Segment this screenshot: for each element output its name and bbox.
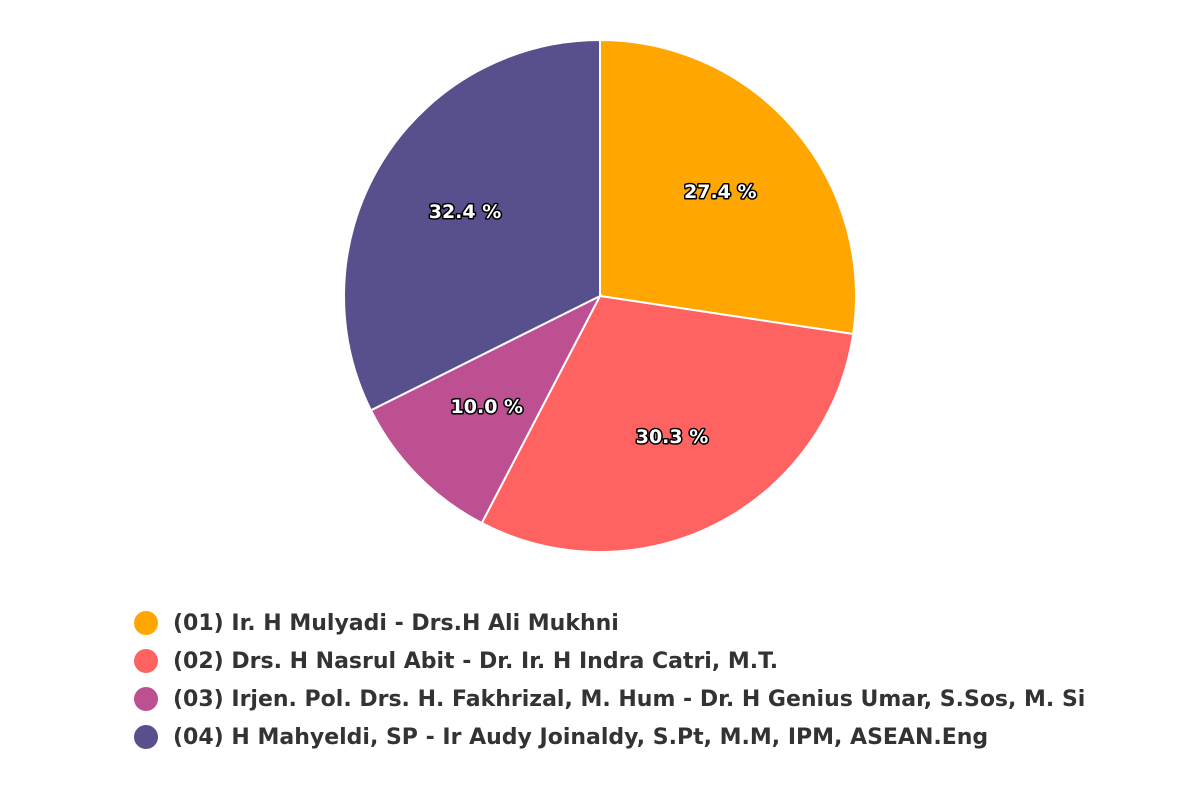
legend-swatch-icon xyxy=(134,687,158,711)
pie-data-label: 32.4 % xyxy=(429,201,502,223)
pie-slice[interactable] xyxy=(343,38,601,412)
legend-item[interactable]: (01) Ir. H Mulyadi - Drs.H Ali Mukhni xyxy=(134,604,1085,642)
legend-swatch-icon xyxy=(134,649,158,673)
legend-swatch-icon xyxy=(134,725,158,749)
legend-item[interactable]: (04) H Mahyeldi, SP - Ir Audy Joinaldy, … xyxy=(134,718,1085,756)
pie-data-labels: 27.4 % 30.3 % 10.0 % 32.4 % xyxy=(427,179,758,449)
pie-slice[interactable] xyxy=(369,293,603,525)
legend-swatch-icon xyxy=(134,611,158,635)
legend-label: (03) Irjen. Pol. Drs. H. Fakhrizal, M. H… xyxy=(173,686,1086,712)
legend: (01) Ir. H Mulyadi - Drs.H Ali Mukhni (0… xyxy=(134,604,1085,756)
pie-slice[interactable] xyxy=(599,38,857,336)
legend-item[interactable]: (03) Irjen. Pol. Drs. H. Fakhrizal, M. H… xyxy=(134,680,1085,718)
legend-label: (01) Ir. H Mulyadi - Drs.H Ali Mukhni xyxy=(173,610,619,636)
pie-data-label: 30.3 % xyxy=(636,426,709,448)
legend-item[interactable]: (02) Drs. H Nasrul Abit - Dr. Ir. H Indr… xyxy=(134,642,1085,680)
pie-data-label: 27.4 % xyxy=(684,181,757,203)
legend-label: (02) Drs. H Nasrul Abit - Dr. Ir. H Indr… xyxy=(173,648,779,674)
pie-slices xyxy=(343,38,857,553)
legend-label: (04) H Mahyeldi, SP - Ir Audy Joinaldy, … xyxy=(173,724,989,750)
pie-data-label: 10.0 % xyxy=(451,396,524,418)
pie-slice[interactable] xyxy=(480,294,855,553)
